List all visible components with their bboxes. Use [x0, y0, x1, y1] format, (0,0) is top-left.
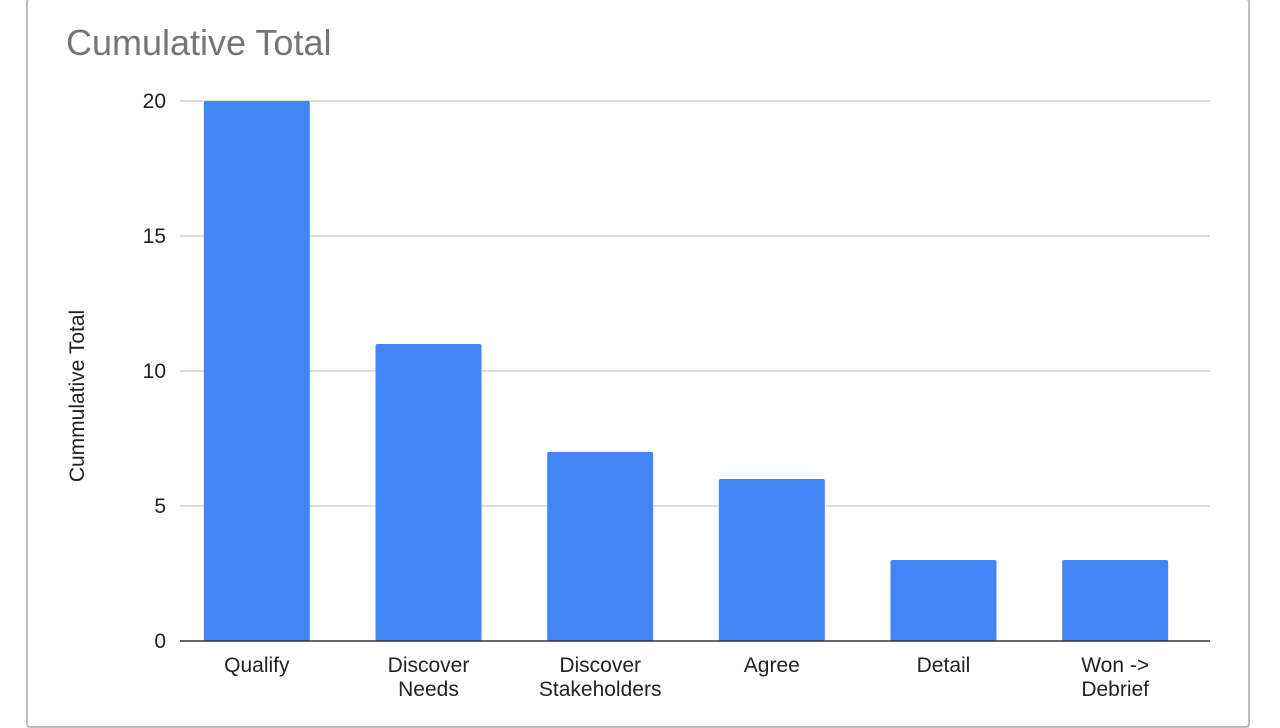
x-tick-label: Agree	[744, 654, 800, 677]
y-tick-label: 15	[143, 225, 166, 248]
gridlines	[180, 100, 1210, 507]
y-tick-label: 0	[154, 630, 166, 653]
x-tick-label: Qualify	[224, 654, 290, 677]
x-tick-label: Discover Needs	[388, 654, 470, 701]
y-axis-title: Cummulative Total	[66, 310, 89, 482]
bar	[1062, 560, 1169, 641]
chart-title: Cumulative Total	[66, 22, 332, 63]
bar	[203, 101, 310, 641]
bar	[375, 344, 482, 641]
x-tick-label: Detail	[917, 654, 971, 677]
bar	[547, 452, 654, 641]
x-tick-label: Discover Stakeholders	[539, 654, 662, 701]
bar	[890, 560, 997, 641]
bar	[718, 479, 825, 641]
x-tick-label: Won -> Debrief	[1081, 654, 1149, 701]
bars	[203, 101, 1169, 641]
y-tick-label: 5	[154, 495, 166, 518]
y-tick-label: 20	[143, 90, 166, 113]
axes: 0 5 10 15 20 Qualify Discover Needs Discover Stak…	[143, 90, 1210, 701]
y-tick-label: 10	[143, 360, 166, 383]
